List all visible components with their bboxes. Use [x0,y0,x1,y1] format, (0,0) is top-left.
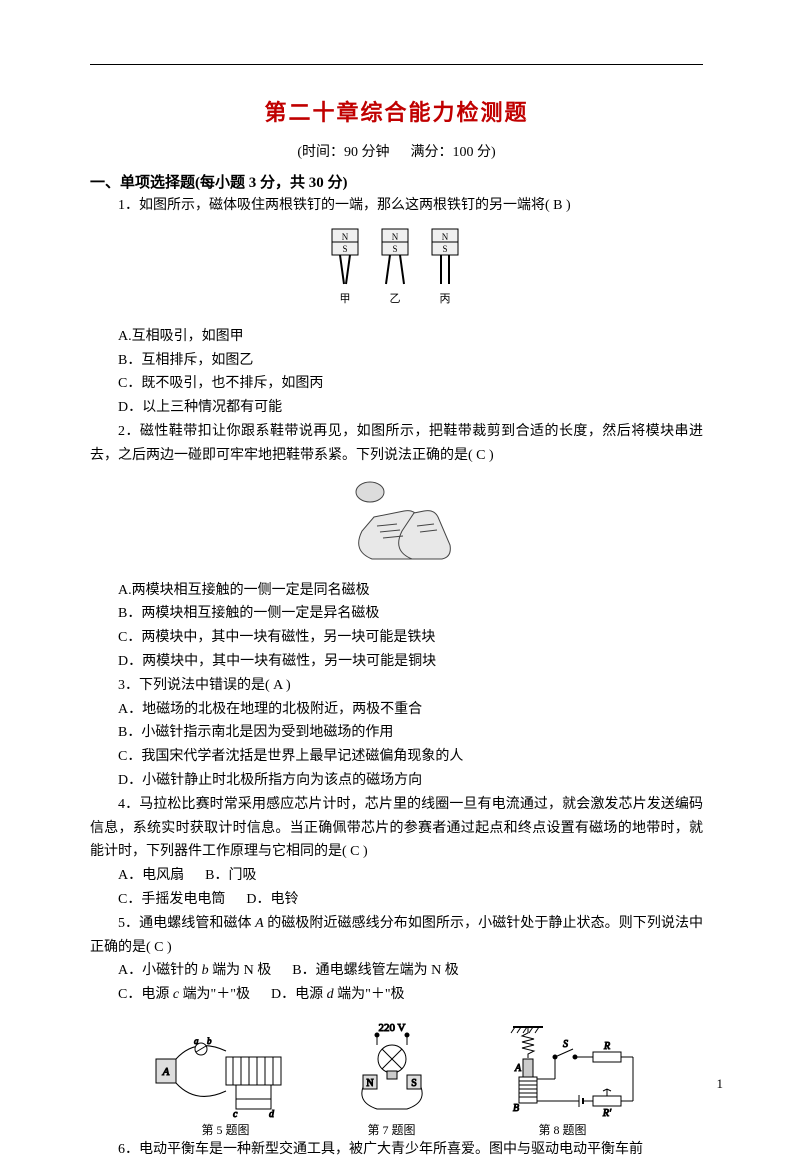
q3-stem: 3．下列说法中错误的是( A ) [90,674,703,698]
q5-optB: B．通电螺线管左端为 N 极 [292,963,458,978]
fig7-label: 第 7 题图 [337,1121,447,1138]
q4-optC: C．手摇发电电筒 [118,892,225,907]
q5-optCD: C．电源 c 端为"＋"极 D．电源 d 端为"＋"极 [90,983,703,1007]
fig8-circuit-icon: A B S [483,1019,643,1119]
q3-optD: D．小磁针静止时北极所指方向为该点的磁场方向 [90,769,703,793]
q5-optA-pre: A．小磁针的 [118,963,202,978]
top-rule [90,64,703,65]
figure-row: A a b [90,1019,703,1138]
pole-n: N [391,232,398,242]
subtitle-time: (时间：90 分钟 [297,145,389,160]
subtitle-score: 满分：100 分) [411,145,496,160]
pole-s: S [392,244,397,254]
q1-fig-label-0: 甲 [339,293,350,305]
pole-s: S [442,244,447,254]
q4-optB: B．门吸 [205,868,256,883]
pole-s: S [342,244,347,254]
q1-optA: A.互相吸引，如图甲 [90,325,703,349]
fig7: 220 V N S 第 7 题 [337,1019,447,1138]
fig5-A: A [161,1066,169,1078]
q5-stem: 5．通电螺线管和磁体 A 的磁极附近磁感线分布如图所示，小磁针处于静止状态。则下… [90,912,703,960]
q1-fig-label-1: 乙 [389,292,400,305]
q5-optC-post: 端为"＋"极 [179,987,250,1002]
q5-optD-post: 端为"＋"极 [334,987,405,1002]
fig8-S: S [563,1039,568,1050]
fig7-S: S [411,1078,417,1089]
q2-optB: B．两模块相互接触的一侧一定是异名磁极 [90,602,703,626]
fig8-A: A [514,1063,522,1074]
q3-optC: C．我国宋代学者沈括是世界上最早记述磁偏角现象的人 [90,745,703,769]
q3-optA: A．地磁场的北极在地理的北极附近，两极不重合 [90,698,703,722]
q5-optC-pre: C．电源 [118,987,173,1002]
fig5-c: c [233,1109,238,1119]
q1-optB: B．互相排斥，如图乙 [90,349,703,373]
fig8-R: R [602,1041,609,1052]
q2-stem: 2．磁性鞋带扣让你跟系鞋带说再见，如图所示，把鞋带裁剪到合适的长度，然后将模块串… [90,420,703,468]
q1-optC: C．既不吸引，也不排斥，如图丙 [90,372,703,396]
q5-optD-pre: D．电源 [271,987,327,1002]
q1-figure: N S 甲 N S 乙 N S [90,224,703,319]
shoe-icon [342,476,452,566]
q3-optB: B．小磁针指示南北是因为受到地磁场的作用 [90,721,703,745]
fig7-lamp-magnet-icon: 220 V N S [337,1019,447,1119]
q2-optD: D．两模块中，其中一块有磁性，另一块可能是铜块 [90,650,703,674]
pole-n: N [441,232,448,242]
q2-optA: A.两模块相互接触的一侧一定是同名磁极 [90,579,703,603]
q5-optA-post: 端为 N 极 [209,963,272,978]
fig5-label: 第 5 题图 [151,1121,301,1138]
fig8-B: B [513,1103,519,1114]
section-1-heading: 一、单项选择题(每小题 3 分，共 30 分) [90,171,703,192]
fig8-label: 第 8 题图 [483,1121,643,1138]
fig5-solenoid-icon: A a b [151,1029,301,1119]
q1-optD: D．以上三种情况都有可能 [90,396,703,420]
fig5-b: b [207,1036,212,1046]
q5-stem-pre: 5．通电螺线管和磁体 [118,916,255,931]
q4-optA: A．电风扇 [118,868,184,883]
q2-figure [90,476,703,571]
fig5-a: a [194,1036,199,1046]
q4-optCD: C．手摇发电电筒 D．电铃 [90,888,703,912]
q5-optA-i: b [202,963,209,978]
q4-stem: 4．马拉松比赛时常采用感应芯片计时，芯片里的线圈一旦有电流通过，就会激发芯片发送… [90,793,703,864]
pole-n: N [341,232,348,242]
fig5-d: d [269,1109,275,1119]
fig8-Rp: R′ [601,1108,611,1119]
q4-optAB: A．电风扇 B．门吸 [90,864,703,888]
q1-fig-label-2: 丙 [439,293,450,305]
q5-optAB: A．小磁针的 b 端为 N 极 B．通电螺线管左端为 N 极 [90,959,703,983]
fig7-voltage: 220 V [378,1022,405,1034]
page: 第二十章综合能力检测题 (时间：90 分钟 满分：100 分) 一、单项选择题(… [0,0,793,1122]
page-title: 第二十章综合能力检测题 [90,95,703,127]
q1-stem: 1．如图所示，磁体吸住两根铁钉的一端，那么这两根铁钉的另一端将( B ) [90,194,703,218]
q2-optC: C．两模块中，其中一块有磁性，另一块可能是铁块 [90,626,703,650]
q1-magnets-icon: N S 甲 N S 乙 N S [322,224,472,314]
q5-stem-i: A [255,916,264,931]
fig8: A B S [483,1019,643,1138]
q5-optD-i: d [327,987,334,1002]
page-subtitle: (时间：90 分钟 满分：100 分) [90,141,703,161]
fig7-N: N [366,1078,373,1089]
q4-optD: D．电铃 [246,892,298,907]
page-number: 1 [717,1076,724,1092]
q6-stem: 6．电动平衡车是一种新型交通工具，被广大青少年所喜爱。图中与驱动电动平衡车前 [90,1138,703,1162]
